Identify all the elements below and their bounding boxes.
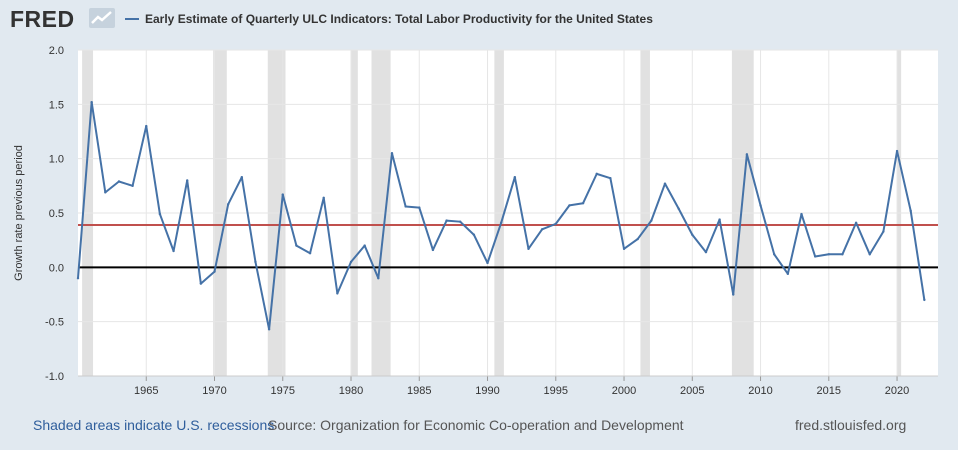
- trend-chart-icon: [89, 8, 115, 28]
- data-point: [854, 221, 858, 224]
- data-point: [431, 248, 435, 252]
- data-point: [390, 152, 394, 155]
- data-point: [104, 191, 107, 194]
- data-point: [254, 260, 257, 264]
- data-point: [663, 182, 667, 185]
- data-point: [322, 196, 325, 199]
- data-point: [554, 222, 557, 226]
- y-tick-label: 0.0: [49, 262, 64, 274]
- data-point: [281, 193, 284, 196]
- y-tick-label: 1.5: [49, 99, 64, 111]
- data-point: [704, 250, 708, 254]
- data-point: [90, 100, 93, 104]
- data-point: [336, 292, 339, 295]
- data-point: [445, 219, 448, 222]
- line-chart[interactable]: -1.0 -0.5 0.0 0.5 1.0 1.5 2.0 1965 1970 1975 1980 1…: [0, 0, 958, 410]
- data-point: [868, 253, 871, 256]
- x-tick-label: 1965: [134, 385, 158, 397]
- data-point: [172, 249, 175, 253]
- data-point: [145, 124, 148, 128]
- y-tick-label: 1.0: [49, 154, 64, 166]
- data-point: [527, 247, 530, 251]
- data-point: [158, 212, 162, 216]
- data-point: [622, 247, 626, 251]
- x-tick-label: 1995: [544, 385, 568, 397]
- data-point: [732, 293, 735, 296]
- data-point: [418, 206, 421, 209]
- data-point: [308, 252, 312, 255]
- data-point: [76, 277, 80, 280]
- legend-label: Early Estimate of Quarterly ULC Indicato…: [145, 12, 653, 26]
- data-point: [349, 260, 353, 264]
- data-point: [568, 204, 571, 207]
- x-tick-label: 1970: [202, 385, 226, 397]
- data-point: [499, 221, 503, 224]
- data-point: [691, 233, 694, 236]
- data-point: [226, 203, 230, 206]
- data-point: [363, 244, 366, 247]
- data-point: [459, 220, 462, 223]
- data-point: [295, 244, 298, 247]
- x-tick-label: 2015: [817, 385, 841, 397]
- chart-header: FRED Early Estimate of Quarterly ULC Ind…: [0, 0, 958, 40]
- recession-note: Shaded areas indicate U.S. recessions: [33, 417, 275, 433]
- data-point: [199, 282, 203, 285]
- data-point: [117, 180, 121, 183]
- data-point: [895, 149, 899, 153]
- x-tick-label: 1980: [339, 385, 363, 397]
- x-tick-label: 1990: [475, 385, 499, 397]
- data-point: [267, 328, 271, 331]
- data-point: [186, 179, 189, 182]
- data-point: [745, 153, 749, 156]
- fred-logo[interactable]: FRED: [10, 6, 75, 32]
- data-point: [131, 184, 134, 188]
- data-point: [581, 202, 585, 205]
- data-point: [718, 218, 721, 221]
- x-tick-label: 2005: [680, 385, 704, 397]
- x-tick-label: 1985: [407, 385, 431, 397]
- data-point: [486, 261, 489, 265]
- data-point: [923, 298, 926, 302]
- data-point: [472, 233, 476, 236]
- data-point: [595, 172, 598, 176]
- data-point: [827, 253, 830, 256]
- y-tick-label: -0.5: [45, 317, 64, 329]
- source-note: Source: Organization for Economic Co-ope…: [268, 417, 684, 433]
- data-point: [650, 219, 653, 222]
- data-point: [909, 209, 912, 213]
- y-axis-title: Growth rate previous period: [13, 145, 25, 281]
- data-point: [513, 175, 517, 179]
- data-point: [377, 277, 380, 280]
- y-tick-label: -1.0: [45, 371, 64, 383]
- chart-legend[interactable]: Early Estimate of Quarterly ULC Indicato…: [125, 12, 653, 26]
- x-tick-label: 2000: [612, 385, 636, 397]
- y-tick-label: 0.5: [49, 208, 64, 220]
- data-point: [882, 230, 885, 233]
- x-tick-label: 2020: [885, 385, 909, 397]
- data-point: [786, 272, 790, 276]
- data-point: [404, 205, 407, 208]
- x-tick-label: 1975: [271, 385, 295, 397]
- data-point: [636, 237, 639, 241]
- x-tick-label: 2010: [748, 385, 772, 397]
- site-link[interactable]: fred.stlouisfed.org: [795, 417, 907, 433]
- data-point: [759, 204, 762, 207]
- legend-swatch: [125, 18, 139, 20]
- y-tick-label: 2.0: [49, 45, 64, 57]
- data-point: [800, 212, 803, 216]
- data-point: [213, 270, 216, 273]
- data-point: [609, 177, 612, 180]
- data-point: [841, 253, 844, 256]
- data-point: [540, 228, 544, 231]
- data-point: [677, 207, 680, 210]
- data-point: [772, 253, 776, 256]
- data-point: [240, 175, 244, 179]
- data-point: [813, 255, 817, 258]
